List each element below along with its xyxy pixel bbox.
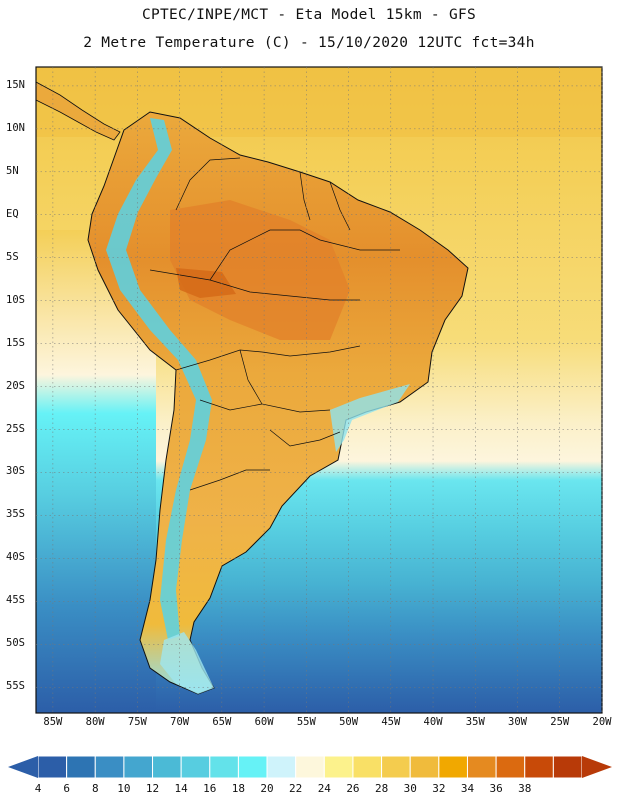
colorbar-tick-label: 10	[117, 782, 131, 795]
colorbar-tick-label: 32	[432, 782, 446, 795]
lon-tick-label: 45W	[381, 716, 401, 728]
country-borders	[149, 157, 400, 491]
lon-tick-label: 75W	[127, 716, 147, 728]
colorbar-swatch	[152, 755, 182, 779]
colorbar-swatch	[37, 755, 68, 779]
chart-subtitle: 2 Metre Temperature (C) - 15/10/2020 12U…	[83, 35, 535, 51]
lat-tick-label: 45S	[6, 594, 25, 607]
lat-tick-label: 55S	[6, 680, 25, 693]
lon-tick-label: 25W	[550, 716, 570, 728]
lat-tick-label: 10N	[6, 121, 25, 134]
colorbar-swatch	[381, 755, 411, 779]
lon-tick-label: 20W	[592, 716, 612, 728]
colorbar-tick-label: 28	[374, 782, 389, 795]
colorbar-tick-label: 16	[203, 782, 217, 795]
map-border	[35, 66, 603, 714]
colorbar-tick-label: 6	[63, 782, 70, 795]
central-america-land	[36, 81, 121, 141]
colorbar-swatch	[295, 755, 325, 779]
colorbar-swatch	[123, 755, 154, 779]
lat-tick-label: EQ	[6, 207, 19, 220]
colorbar-tick-label: 8	[91, 782, 99, 795]
colorbar-swatch	[237, 755, 268, 779]
southeast-coast-cool-strip	[330, 384, 410, 452]
lon-tick-label: 50W	[339, 716, 359, 728]
lon-tick-label: 40W	[423, 716, 443, 728]
patagonia-cool-tip	[160, 632, 214, 694]
colorbar-swatch	[209, 755, 239, 779]
colorbar-tick-label: 24	[317, 782, 331, 795]
colorbar-swatch	[466, 755, 497, 779]
chart-title: CPTEC/INPE/MCT - Eta Model 15km - GFS	[141, 7, 477, 23]
colorbar-tick-label: 36	[489, 782, 503, 795]
colorbar-swatch	[438, 755, 468, 779]
temperature-colorbar	[8, 755, 612, 779]
colorbar-swatch	[323, 755, 354, 779]
lat-tick-label: 10S	[6, 293, 25, 306]
bolivia-hot-spot	[176, 268, 236, 298]
lat-tick-label: 20S	[6, 379, 25, 392]
colorbar-swatch	[352, 755, 383, 779]
colorbar-swatch	[66, 755, 96, 779]
lon-tick-label: 85W	[43, 716, 63, 728]
colorbar-swatch	[552, 755, 583, 779]
colorbar-tick-label: 12	[145, 782, 160, 795]
colorbar-swatch	[524, 755, 554, 779]
lon-tick-label: 60W	[254, 716, 274, 728]
lat-tick-label: 40S	[6, 551, 25, 564]
colorbar-tick-label: 18	[231, 782, 246, 795]
lat-tick-label: 50S	[6, 637, 25, 650]
lat-tick-label: 15S	[6, 336, 25, 349]
lon-tick-label: 80W	[85, 716, 105, 728]
colorbar-tick-label: 34	[460, 782, 475, 795]
colorbar-tick-label: 22	[289, 782, 303, 795]
colorbar-tick-label: 30	[403, 782, 417, 795]
colorbar-tick-label: 26	[346, 782, 360, 795]
lon-tick-label: 35W	[465, 716, 485, 728]
colorbar-tick-label: 14	[174, 782, 188, 795]
lat-tick-label: 5S	[6, 250, 19, 263]
caribbean-warm-band	[36, 67, 602, 137]
lon-tick-label: 30W	[508, 716, 527, 728]
andes-cool-ribbon	[106, 118, 212, 640]
colorbar-tick-label: 20	[260, 782, 274, 795]
colorbar-swatch	[495, 755, 526, 779]
colorbar-tick-label: 4	[34, 782, 42, 795]
lat-tick-label: 30S	[6, 465, 25, 478]
colorbar-min-arrow	[8, 756, 38, 778]
colorbar-tick-label: 38	[518, 782, 532, 795]
lat-tick-label: 35S	[6, 508, 25, 521]
lon-tick-label: 65W	[212, 716, 232, 728]
lat-tick-label: 25S	[6, 422, 25, 435]
lat-tick-label: 5N	[6, 164, 19, 177]
lat-tick-label: 15N	[6, 78, 25, 91]
lon-tick-label: 55W	[296, 716, 316, 728]
amazon-hot-region	[170, 200, 350, 340]
colorbar-swatch	[94, 755, 125, 779]
colorbar-swatch	[266, 755, 297, 779]
lon-tick-label: 70W	[170, 716, 190, 728]
colorbar-max-arrow	[582, 756, 612, 778]
colorbar-swatch	[180, 755, 211, 779]
colorbar-swatch	[409, 755, 440, 779]
